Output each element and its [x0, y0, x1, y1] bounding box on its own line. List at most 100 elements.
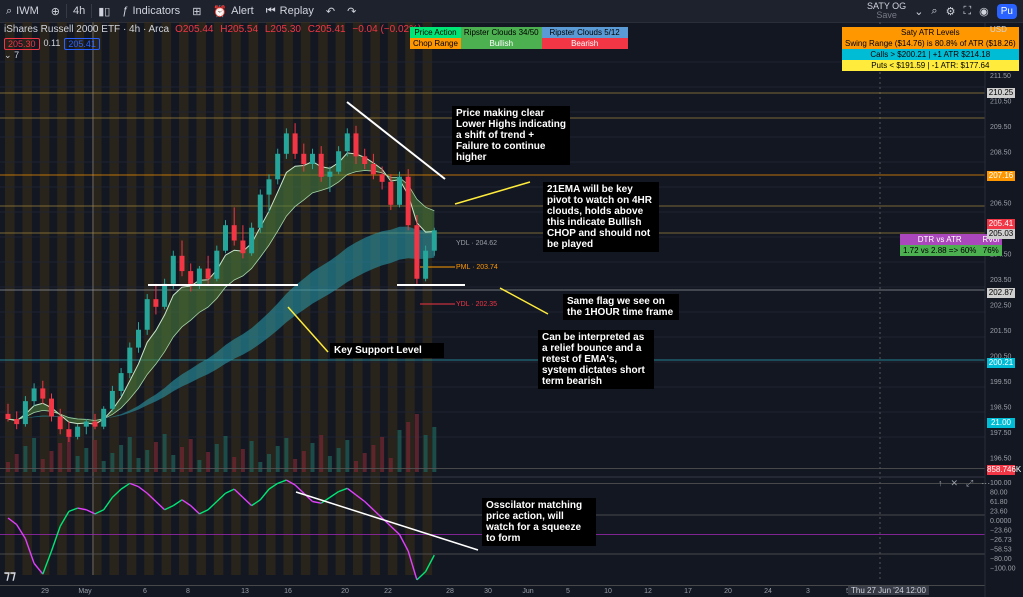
interval-button[interactable]: 4h [67, 0, 91, 22]
price-axis[interactable]: 211.50210.50209.50208.50207.50206.50205.… [984, 22, 1016, 597]
session-stripe [231, 22, 241, 575]
annotation-key-support[interactable]: Key Support Level [330, 343, 444, 358]
tradingview-logo: ⁊⁊ [4, 568, 16, 582]
quick-search-icon[interactable]: ⌕ [931, 4, 938, 17]
oscillator-segment [277, 479, 287, 485]
volume-bars [6, 414, 437, 472]
fullscreen-icon[interactable]: ⛶ [963, 4, 972, 17]
candle-body [153, 299, 159, 307]
more-icon[interactable]: ⋯ [981, 478, 991, 488]
publish-button[interactable]: Pu [996, 3, 1017, 19]
indicator-count: 7 [14, 50, 20, 60]
layout-name[interactable]: SATY OG Save [867, 2, 906, 20]
candle-body [49, 398, 54, 417]
price-label-box: 207.16 [987, 171, 1015, 181]
compare-button[interactable]: ⊕ [45, 0, 66, 22]
candle-body [5, 413, 11, 419]
osc-tick-label: 0.0000 [990, 518, 1012, 525]
candle-body [397, 176, 402, 205]
time-tick-label: 30 [484, 588, 492, 595]
redo-button[interactable]: ↷ [341, 0, 362, 22]
legend-title[interactable]: iShares Russell 2000 ETF · 4h · Arca [4, 24, 170, 35]
currency-label[interactable]: USD [990, 25, 1007, 34]
camera-icon[interactable]: ◉ [979, 5, 989, 18]
bid-price[interactable]: 205.30 [4, 38, 40, 50]
chart-legend: iShares Russell 2000 ETF · 4h · Arca O20… [4, 24, 425, 35]
volume-bar [197, 460, 202, 472]
undo-button[interactable]: ↶ [320, 0, 341, 22]
candle-body [249, 227, 255, 254]
price-tick-label: 202.50 [990, 302, 1012, 309]
candle-body [214, 250, 220, 279]
oscillator-segment [242, 496, 253, 507]
volume-bar [153, 442, 158, 472]
oscillator-segment [199, 509, 209, 515]
volume-bar [110, 453, 115, 472]
price-tick-label: 199.50 [990, 379, 1012, 386]
oscillator-segment [364, 500, 374, 511]
chart-canvas[interactable]: 211.50210.50209.50208.50207.50206.50205.… [0, 22, 1023, 597]
volume-bar [423, 435, 428, 472]
time-axis[interactable]: 29May68131620222830Jun5101217202435 [41, 588, 850, 595]
candle-body [336, 151, 342, 172]
oscillator-segment [42, 550, 53, 575]
price-tick-label: 201.50 [990, 328, 1012, 335]
candle-body [353, 133, 359, 157]
annotation-flag[interactable]: Same flag we see on the 1HOUR time frame [563, 294, 679, 320]
symbol-search[interactable]: ⌕ IWM [0, 0, 45, 22]
volume-bar [327, 456, 332, 472]
osc-tick-label: −58.53 [990, 547, 1012, 554]
volume-bar [406, 422, 411, 472]
replay-icon: ⏮ [265, 4, 276, 17]
volume-bar [101, 461, 106, 472]
layout-save-label: Save [876, 10, 897, 20]
time-tick-label: 8 [186, 588, 190, 595]
alert-button[interactable]: ⏰ Alert [207, 0, 259, 22]
top-toolbar: ⌕ IWM ⊕ 4h ▮▯ ƒ Indicators ⊞ ⏰ Alert ⏮ Repla… [0, 0, 1023, 23]
annotation-relief-bounce[interactable]: Can be interpreted as a relief bounce an… [538, 330, 654, 389]
close-icon[interactable]: ✕ [950, 478, 959, 488]
price-label-box: 205.41 [987, 219, 1015, 229]
candle-body [92, 421, 98, 427]
maximize-icon[interactable]: ⤢ [966, 478, 974, 488]
layouts-button[interactable]: ⊞ [186, 0, 207, 22]
indicators-button[interactable]: ƒ Indicators [116, 0, 186, 22]
arrow-up-icon[interactable]: ↑ [938, 478, 943, 488]
time-tick-label: 29 [41, 588, 49, 595]
time-tick-label: 5 [566, 588, 570, 595]
chevron-down-icon[interactable]: ⌄ [914, 5, 924, 18]
ydl-label-upper: YDL · 204.62 [456, 240, 497, 247]
annotation-oscillator[interactable]: Osscilator matching price action, will w… [482, 498, 596, 546]
price-label-box: 858.746K [987, 465, 1022, 475]
cloud-5-12 [8, 152, 435, 425]
price-tick-label: 211.50 [990, 73, 1011, 80]
oscillator-segment [294, 484, 305, 494]
osc-pane-controls[interactable]: ↑ ✕ ⤢ ⋯ [938, 478, 990, 489]
osc-tick-label: 23.60 [990, 509, 1008, 516]
volume-bar [301, 451, 306, 472]
volume-bar [32, 438, 37, 472]
redo-icon: ↷ [347, 5, 357, 18]
oscillator-segment [164, 504, 174, 511]
volume-bar [275, 446, 280, 472]
volume-bar [40, 459, 45, 472]
oscillator-segment [268, 482, 279, 490]
settings-icon[interactable]: ⚙ [945, 5, 956, 18]
oscillator-segment [398, 534, 409, 552]
indicator-collapse[interactable]: ⌄ 7 [4, 50, 19, 61]
candle-body [388, 181, 394, 205]
oscillator-segment [50, 526, 61, 552]
oscillator-segment [346, 487, 357, 496]
oscillator-segment [407, 550, 418, 581]
ripster-3450-header: Ripster Clouds 34/50 [460, 27, 542, 38]
volume-bar [232, 457, 237, 472]
oscillator-segment [68, 507, 78, 513]
chart-type-button[interactable]: ▮▯ [92, 0, 116, 22]
annotation-21ema[interactable]: 21EMA will be key pivot to watch on 4HR … [543, 182, 659, 252]
volume-bar [66, 435, 71, 472]
ask-price[interactable]: 205.41 [64, 38, 100, 50]
session-stripe [213, 22, 224, 575]
oscillator-segment [120, 482, 131, 490]
replay-button[interactable]: ⏮ Replay [260, 0, 320, 22]
annotation-lower-highs[interactable]: Price making clear Lower Highs indicatin… [452, 106, 570, 165]
